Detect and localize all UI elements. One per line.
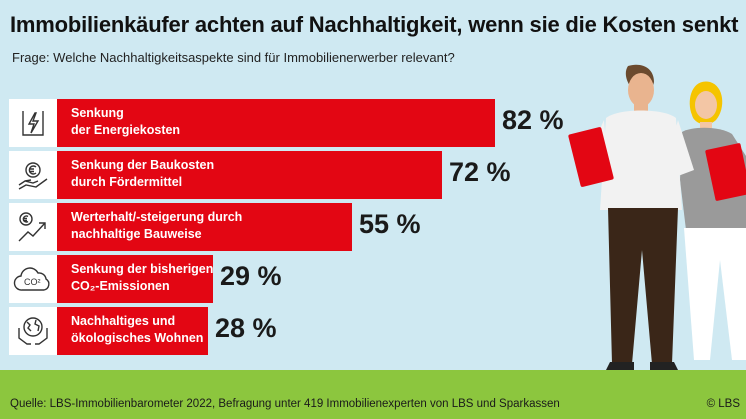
co2-cloud-icon: CO²: [13, 267, 50, 291]
euro-hand-icon: [18, 162, 48, 190]
bar-label-line2: nachhaltige Bauweise: [71, 227, 202, 241]
bar-label: Senkung der Baukosten durch Fördermittel: [71, 157, 291, 191]
bar: [59, 307, 208, 355]
icon-box: [9, 99, 59, 147]
value-growth-icon: [18, 212, 46, 242]
bar: [59, 151, 442, 199]
bar-label-line2: der Energiekosten: [71, 123, 181, 137]
icon-box: CO²: [9, 255, 59, 303]
icon-box: [9, 151, 59, 199]
chart-title: Immobilienkäufer achten auf Nachhaltigke…: [10, 12, 739, 37]
woman-figure: [680, 81, 746, 360]
bar-label: Senkung der Energiekosten: [71, 105, 291, 139]
bar-value-label: 55 %: [359, 209, 421, 239]
energy-icon: [22, 111, 44, 136]
bar-value-label: 28 %: [215, 313, 277, 343]
source-note: Quelle: LBS-Immobilienbarometer 2022, Be…: [10, 398, 560, 410]
chart-subtitle: Frage: Welche Nachhaltigkeitsaspekte sin…: [12, 50, 455, 65]
bar-label-line1: Senkung: [71, 106, 124, 120]
bar-label-line1: Senkung der Baukosten: [71, 158, 215, 172]
bar-value-label: 82 %: [502, 105, 564, 135]
people-illustration: [568, 64, 746, 370]
bar-label-line2: CO₂-Emissionen: [71, 279, 170, 293]
bar-value-label: 72 %: [449, 157, 511, 187]
bar-label-line2: ökologisches Wohnen: [71, 331, 204, 345]
icon-box: [9, 203, 59, 251]
bar-label: Senkung der bisherigen CO₂-Emissionen: [71, 261, 291, 295]
bar: [59, 255, 213, 303]
bar-label-line2: durch Fördermittel: [71, 175, 183, 189]
bar-label-line1: Nachhaltiges und: [71, 314, 176, 328]
bar: [59, 99, 495, 147]
bar-label: Werterhalt/-steigerung durch nachhaltige…: [71, 209, 291, 243]
man-figure: [568, 64, 694, 370]
icon-box: [9, 307, 59, 355]
bar-label: Nachhaltiges und ökologisches Wohnen: [71, 313, 291, 347]
bar-value-label: 29 %: [220, 261, 282, 291]
bar: [59, 203, 352, 251]
bar-label-line1: Werterhalt/-steigerung durch: [71, 210, 243, 224]
copyright-note: © LBS: [706, 398, 740, 410]
background-grass: [0, 370, 746, 419]
bar-label-line1: Senkung der bisherigen: [71, 262, 214, 276]
globe-hands-icon: [18, 317, 48, 345]
co2-badge-label: CO²: [24, 277, 41, 287]
